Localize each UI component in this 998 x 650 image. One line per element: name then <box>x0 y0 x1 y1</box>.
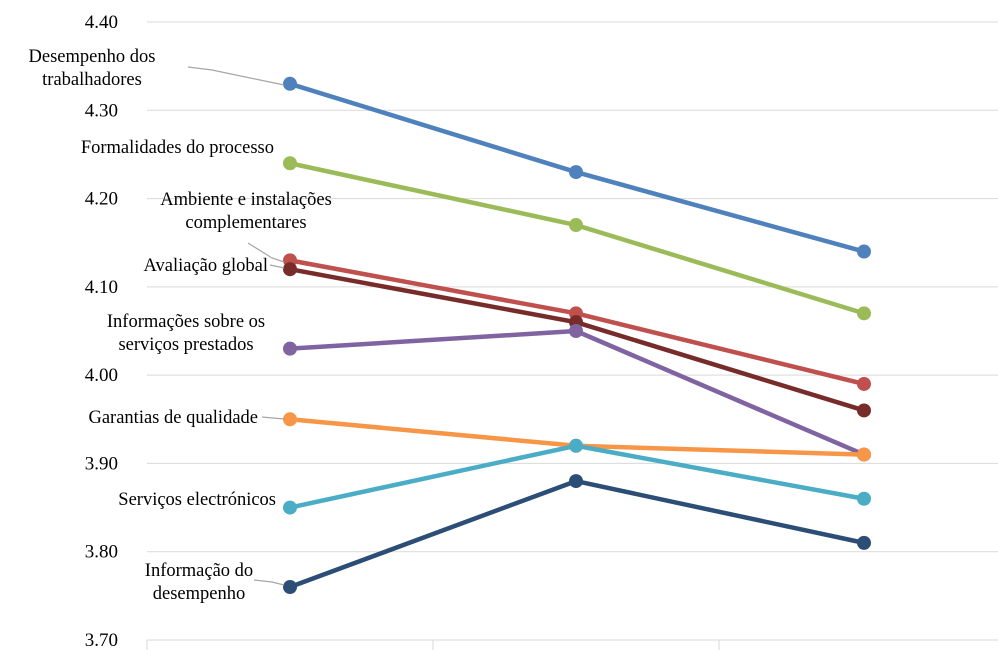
series-label-line: Avaliação global <box>144 256 268 276</box>
series-labels: Desempenho dos trabalhadores Formalidades … <box>29 47 332 604</box>
data-point <box>283 412 297 427</box>
data-point <box>857 244 871 259</box>
y-tick-label: 3.90 <box>85 453 118 474</box>
data-point <box>283 500 297 515</box>
label-leader-line <box>253 579 285 586</box>
y-tick-label: 4.40 <box>85 12 118 33</box>
x-tick-label: 2023 <box>845 648 883 650</box>
y-tick-label: 4.00 <box>85 365 118 386</box>
series-label-line: trabalhadores <box>42 70 142 90</box>
y-tick-label: 4.20 <box>85 189 118 210</box>
data-point <box>283 156 297 171</box>
y-axis-ticks: 3.70 3.80 3.90 4.00 4.10 4.20 4.30 4.40 <box>85 12 118 650</box>
series-label: Formalidades do processo <box>81 138 274 158</box>
series-label: Ambiente e instalações complementares <box>160 190 332 233</box>
series-label-line: Informações sobre os <box>107 312 265 332</box>
label-leader-line <box>247 242 285 263</box>
y-tick-label: 3.80 <box>85 542 118 563</box>
series-label: Garantias de qualidade <box>88 408 258 428</box>
data-point <box>857 535 871 550</box>
series-label-line: desempenho <box>153 584 245 604</box>
series-label-line: complementares <box>185 213 306 233</box>
series-line <box>287 328 867 457</box>
data-point <box>283 341 297 356</box>
series-label-line: Formalidades do processo <box>81 138 274 158</box>
series-label: Avaliação global <box>144 256 268 276</box>
data-point <box>283 76 297 91</box>
data-point <box>569 324 583 338</box>
y-tick-label: 3.70 <box>85 630 118 650</box>
label-leader-line <box>187 66 285 86</box>
series-label-line: Garantias de qualidade <box>88 408 258 428</box>
series-lines <box>283 76 871 595</box>
data-point <box>857 447 871 462</box>
data-point <box>857 403 871 418</box>
data-point <box>857 491 871 506</box>
series-label-line: Desempenho dos <box>29 47 156 67</box>
label-leader-line <box>261 416 285 420</box>
data-point <box>569 474 583 489</box>
data-point <box>569 165 583 180</box>
series-label: Informações sobre os serviços prestados <box>107 312 265 355</box>
series-label-line: Ambiente e instalações <box>160 190 332 210</box>
series-label-line: Serviços electrónicos <box>118 490 276 510</box>
series-line <box>287 161 867 316</box>
series-label-line: serviços prestados <box>118 335 253 355</box>
data-point <box>569 438 583 453</box>
x-tick-label: 2021 <box>271 648 309 650</box>
data-point <box>569 218 583 233</box>
x-axis: 2021 2022 2023 <box>146 640 883 650</box>
data-point <box>283 262 297 277</box>
y-tick-label: 4.30 <box>85 100 118 121</box>
series-line <box>287 266 867 413</box>
x-tick-label: 2022 <box>557 648 595 650</box>
y-tick-label: 4.10 <box>85 277 118 298</box>
data-point <box>283 580 297 595</box>
series-label: Informação do desempenho <box>145 561 253 604</box>
series-line <box>287 478 867 590</box>
label-leader-line <box>269 264 285 269</box>
data-point <box>857 306 871 321</box>
data-point <box>857 376 871 391</box>
series-label: Desempenho dos trabalhadores <box>29 47 156 90</box>
gridlines <box>147 21 998 641</box>
series-label: Serviços electrónicos <box>118 490 276 510</box>
series-label-line: Informação do <box>145 561 253 581</box>
